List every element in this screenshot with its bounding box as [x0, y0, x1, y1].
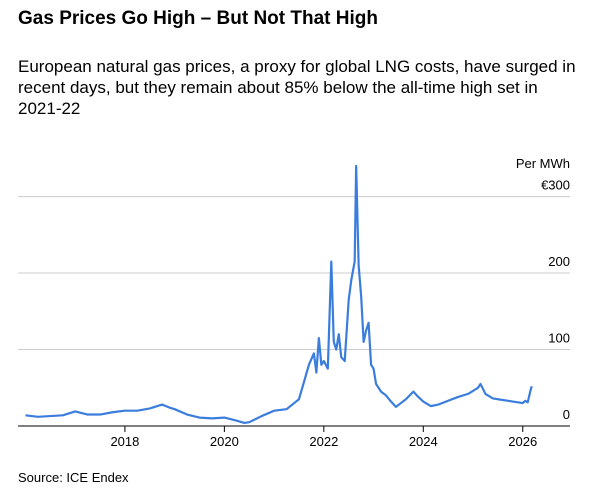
- y-axis-label: Per MWh: [516, 156, 570, 171]
- y-tick-label: 100: [548, 331, 570, 346]
- x-tick-label: 2026: [508, 434, 537, 449]
- source: Source: ICE Endex: [18, 470, 129, 485]
- x-tick-label: 2020: [210, 434, 239, 449]
- price-line: [25, 164, 533, 425]
- x-tick-label: 2018: [110, 434, 139, 449]
- chart-subtitle: European natural gas prices, a proxy for…: [18, 57, 576, 118]
- y-tick-label: €300: [541, 178, 570, 193]
- y-tick-label: 200: [548, 254, 570, 269]
- chart-title: Gas Prices Go High – But Not That High: [18, 8, 378, 29]
- x-tick-label: 2022: [309, 434, 338, 449]
- y-tick-label: 0: [563, 407, 570, 422]
- x-tick-label: 2024: [409, 434, 438, 449]
